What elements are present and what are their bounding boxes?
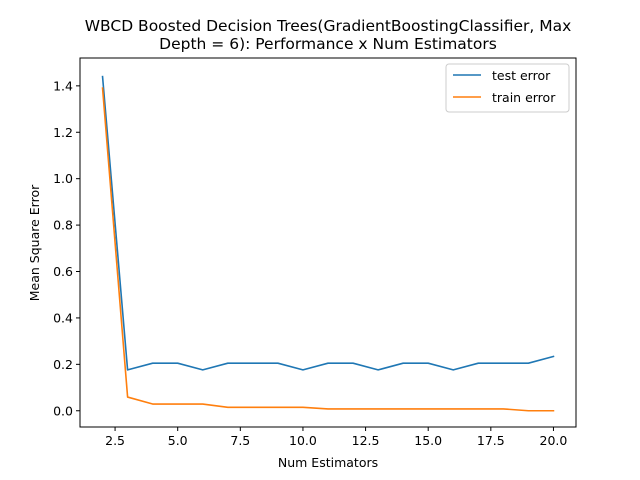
y-tick-label: 0.2 xyxy=(53,357,73,372)
y-tick-label: 1.0 xyxy=(53,171,73,186)
y-tick-label: 0.0 xyxy=(53,403,73,418)
x-tick-label: 7.5 xyxy=(230,433,250,448)
y-tick-label: 0.6 xyxy=(53,264,73,279)
y-tick-label: 1.4 xyxy=(53,78,73,93)
x-tick-label: 5.0 xyxy=(168,433,188,448)
series-line-train-error xyxy=(101,87,555,412)
x-axis-label: Num Estimators xyxy=(278,455,378,470)
x-tick-label: 20.0 xyxy=(540,433,568,448)
y-axis-label: Mean Square Error xyxy=(27,184,42,301)
x-tick-label: 17.5 xyxy=(477,433,505,448)
y-tick-label: 1.2 xyxy=(53,125,73,140)
x-tick-label: 12.5 xyxy=(352,433,380,448)
x-tick-label: 15.0 xyxy=(414,433,442,448)
legend: test error train error xyxy=(445,63,570,113)
y-tick-label: 0.8 xyxy=(53,218,73,233)
series-line-test-error xyxy=(101,75,555,371)
legend-label-test-error: test error xyxy=(492,68,551,83)
plot-frame xyxy=(79,57,577,428)
tick-layer: 2.5 5.0 7.5 10.0 12.5 15.0 17.5 20.0 0.0 0.2 0.4 0.… xyxy=(53,78,567,448)
x-tick-label: 2.5 xyxy=(105,433,125,448)
legend-label-train-error: train error xyxy=(492,90,556,105)
x-tick-label: 10.0 xyxy=(289,433,317,448)
y-tick-label: 0.4 xyxy=(53,310,73,325)
legend-box xyxy=(445,63,570,113)
chart-title-line-2: Depth = 6): Performance x Num Estimators xyxy=(159,35,497,53)
series-layer xyxy=(101,75,555,412)
chart-title-line-1: WBCD Boosted Decision Trees(GradientBoos… xyxy=(85,17,572,35)
